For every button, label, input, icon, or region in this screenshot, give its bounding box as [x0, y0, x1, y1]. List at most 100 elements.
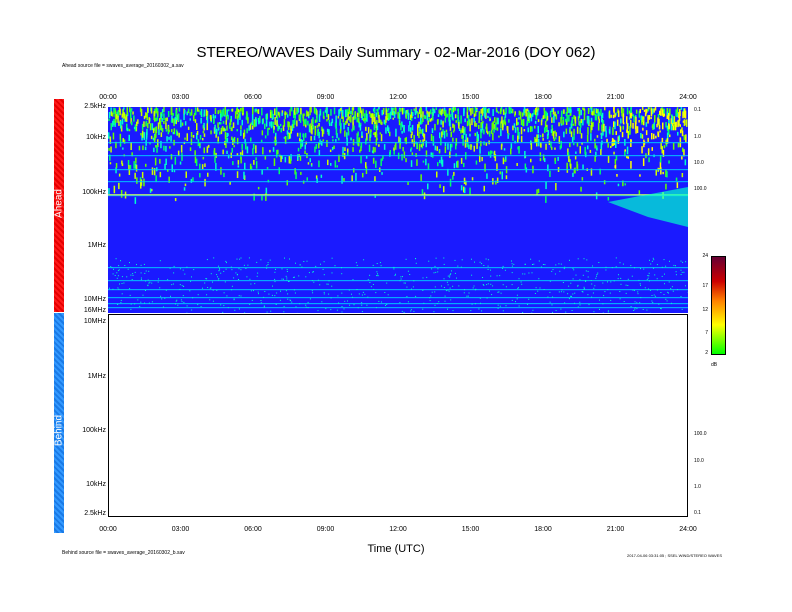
spectrogram-pixel	[226, 125, 228, 131]
spectrogram-pixel	[427, 163, 430, 170]
spectrogram-pixel	[487, 265, 489, 267]
spectrogram-pixel	[155, 175, 157, 183]
spectrogram-pixel	[411, 131, 413, 136]
spectrogram-pixel	[253, 290, 254, 292]
spectrogram-pixel	[590, 280, 592, 281]
spectrogram-pixel	[326, 283, 328, 285]
spectrogram-pixel	[430, 295, 432, 297]
spectrogram-pixel	[508, 107, 510, 114]
spectrogram-pixel	[118, 288, 120, 290]
spectrogram-pixel	[502, 284, 504, 286]
spectrogram-pixel	[274, 295, 276, 297]
spectrogram-pixel	[537, 188, 540, 194]
spectrogram-pixel	[576, 126, 579, 134]
spectrogram-pixel	[666, 138, 669, 144]
spectrogram-pixel	[565, 120, 568, 125]
spectrogram-pixel	[278, 167, 280, 175]
spectrogram-pixel	[661, 266, 663, 268]
spectrogram-pixel	[233, 137, 236, 144]
spectrogram-pixel	[619, 291, 621, 292]
spectrogram-pixel	[461, 259, 463, 261]
spectrogram-pixel	[130, 142, 132, 150]
spectrogram-pixel	[563, 109, 565, 114]
spectrogram-pixel	[263, 306, 265, 308]
spectrogram-pixel	[626, 107, 629, 115]
spectrogram-pixel	[220, 128, 223, 135]
spectrogram-pixel	[155, 107, 157, 114]
spectrogram-pixel	[594, 155, 596, 162]
spectrogram-pixel	[130, 108, 133, 111]
x-tick-top: 06:00	[244, 94, 262, 101]
spectrogram-pixel	[318, 149, 321, 156]
spectrogram-pixel	[181, 285, 183, 287]
spectrogram-pixel	[570, 131, 573, 137]
spectrogram-pixel	[358, 112, 360, 118]
spectrogram-pixel	[464, 127, 466, 135]
spectrogram-pixel	[331, 136, 334, 139]
spectrogram-pixel	[363, 118, 365, 122]
spectrogram-pixel	[379, 262, 381, 264]
spectrogram-pixel	[457, 160, 459, 168]
spectrogram-pixel	[648, 107, 650, 110]
spectrogram-pixel	[658, 118, 660, 126]
spectrogram-pixel	[435, 257, 437, 259]
spectrogram-pixel	[456, 277, 457, 279]
spectrogram-pixel	[219, 131, 221, 135]
spectrogram-pixel	[630, 107, 632, 113]
spectrogram-pixel	[446, 281, 448, 283]
spectrogram-pixel	[577, 284, 579, 286]
spectrogram-pixel	[159, 260, 161, 262]
spectrogram-pixel	[669, 260, 670, 262]
spectrogram-pixel	[580, 133, 583, 139]
spectrogram-pixel	[490, 275, 492, 277]
x-tick-top: 24:00	[679, 94, 697, 101]
spectrogram-pixel	[306, 260, 308, 262]
spectrogram-pixel	[145, 163, 147, 167]
spectrogram-pixel	[289, 109, 291, 116]
spectrogram-pixel	[395, 273, 396, 275]
spectrogram-pixel	[237, 160, 240, 165]
spectrogram-pixel	[174, 198, 177, 202]
spectrogram-pixel	[261, 169, 263, 175]
spectrogram-pixel	[220, 304, 222, 306]
spectrogram-pixel	[121, 283, 123, 284]
spectrogram-pixel	[385, 109, 387, 112]
spectrogram-pixel	[319, 110, 321, 116]
spectrogram-pixel	[449, 143, 452, 152]
spectrogram-pixel	[510, 107, 512, 113]
spectrogram-pixel	[328, 119, 331, 124]
spectrogram-pixel	[230, 108, 233, 112]
spectrogram-pixel	[265, 193, 267, 201]
spectrogram-pixel	[245, 268, 247, 269]
spectrogram-pixel	[378, 114, 380, 123]
spectrogram-pixel	[168, 136, 170, 140]
spectrogram-pixel	[449, 178, 452, 187]
spectrogram-pixel	[171, 129, 173, 133]
spectrogram-pixel	[255, 119, 257, 127]
spectrogram-pixel	[498, 111, 500, 114]
spectrogram-pixel	[635, 116, 637, 125]
spectrogram-pixel	[322, 268, 324, 270]
spectrogram-pixel	[323, 261, 325, 263]
spectrogram-pixel	[569, 129, 571, 133]
spectrogram-pixel	[122, 110, 124, 113]
spectrogram-pixel	[518, 278, 520, 280]
spectrogram-pixel	[474, 261, 475, 263]
spectrogram-pixel	[274, 271, 276, 273]
spectrogram-pixel	[505, 305, 507, 307]
spectrogram-pixel	[469, 123, 471, 132]
spectrogram-pixel	[502, 123, 504, 131]
spectrogram-pixel	[237, 113, 240, 118]
spectrogram-pixel	[583, 288, 585, 290]
spectrogram-pixel	[352, 116, 354, 125]
spectrogram-pixel	[314, 146, 316, 153]
spectrogram-pixel	[565, 118, 567, 122]
spectrogram-pixel	[659, 155, 662, 163]
spectrogram-pixel	[364, 113, 366, 122]
spectrogram-pixel	[184, 109, 186, 114]
spectrogram-pixel	[374, 176, 376, 182]
spectrogram-pixel	[356, 264, 358, 266]
spectrogram-pixel	[254, 283, 256, 285]
spectrogram-pixel	[520, 281, 522, 283]
spectrogram-pixel	[649, 259, 650, 261]
